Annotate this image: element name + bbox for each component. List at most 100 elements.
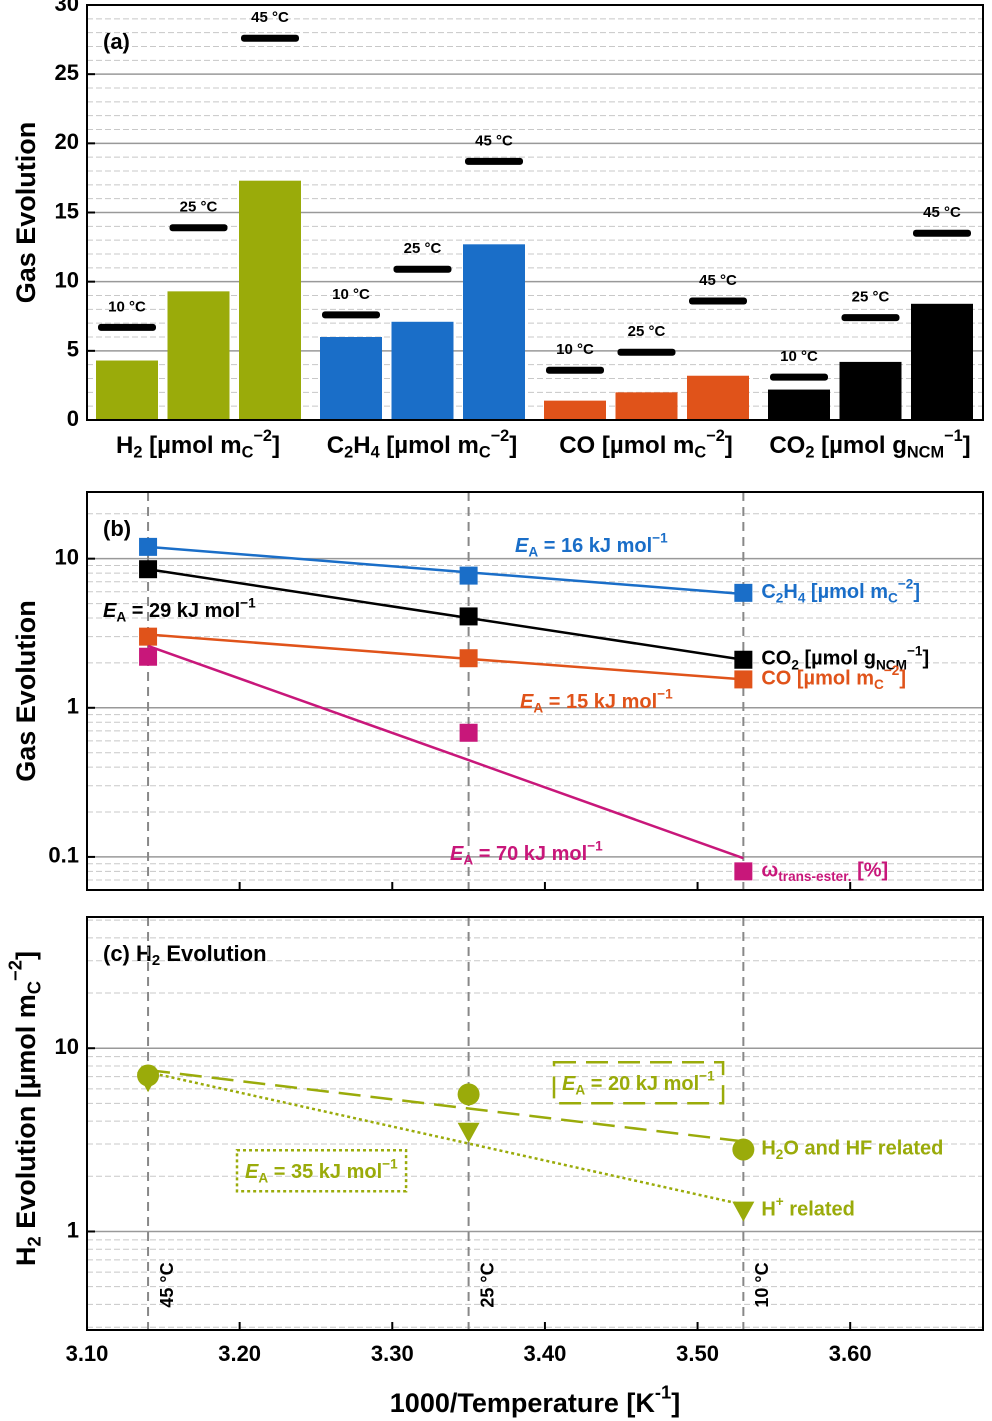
text-part: C bbox=[327, 432, 344, 459]
point bbox=[734, 583, 753, 602]
series-label: CO2 [µmol gNCM−1] bbox=[761, 643, 929, 672]
point bbox=[734, 670, 753, 689]
y-axis-title: Gas Evolution bbox=[11, 600, 41, 782]
marker-label: 10 °C bbox=[108, 298, 146, 315]
plot-frame bbox=[86, 491, 984, 891]
bar bbox=[167, 291, 230, 420]
text-part: 2 bbox=[776, 590, 784, 605]
marker-dash bbox=[465, 157, 523, 165]
panel-label: (a) bbox=[103, 29, 130, 54]
plot-frame bbox=[86, 4, 984, 421]
text-part: −1 bbox=[587, 838, 603, 853]
text-part: ω bbox=[761, 860, 778, 882]
text-part: [%] bbox=[852, 860, 889, 882]
text-part: C bbox=[694, 444, 706, 462]
text-part: Evolution [µmol m bbox=[11, 994, 41, 1236]
text-part: 4 bbox=[371, 444, 380, 462]
category-label: CO [µmol mC−2] bbox=[559, 427, 733, 462]
x-tick-label: 3.60 bbox=[829, 1341, 872, 1366]
point bbox=[139, 647, 158, 666]
category-label: CO2 [µmol gNCM−1] bbox=[769, 427, 970, 462]
text-part: 4 bbox=[798, 590, 806, 605]
text-part: ] bbox=[913, 581, 920, 603]
text-part: ] bbox=[272, 432, 280, 459]
series-label: ωtrans-ester. [%] bbox=[761, 860, 888, 884]
series-label: CO [µmol mC−2] bbox=[761, 663, 906, 692]
fit-line bbox=[147, 1068, 744, 1143]
text-part: trans-ester. bbox=[778, 869, 851, 884]
text-part: = 20 kJ mol bbox=[585, 1073, 699, 1095]
bar bbox=[320, 337, 382, 420]
text-part: C bbox=[874, 677, 884, 692]
marker-label: 45 °C bbox=[475, 132, 513, 149]
y-axis-title: H2 Evolution [µmol mC−2] bbox=[5, 951, 45, 1266]
annotation: EA = 15 kJ mol−1 bbox=[520, 686, 673, 715]
series-label: C2H4 [µmol mC−2] bbox=[761, 576, 920, 605]
text-part: = 15 kJ mol bbox=[543, 691, 657, 713]
text-part: −1 bbox=[907, 643, 923, 658]
y-tick-label: 25 bbox=[55, 60, 79, 85]
text-part: = 35 kJ mol bbox=[268, 1161, 382, 1183]
text-part: 2 bbox=[133, 444, 142, 462]
text-part: 2 bbox=[23, 1236, 44, 1246]
text-part: E bbox=[245, 1161, 259, 1183]
text-part: A bbox=[463, 852, 473, 867]
temperature-label: 10 °C bbox=[752, 1262, 772, 1307]
text-part: 2 bbox=[776, 1147, 784, 1162]
x-tick-label: 3.30 bbox=[371, 1341, 414, 1366]
text-part: −1 bbox=[240, 595, 256, 610]
y-tick-label: 5 bbox=[67, 337, 79, 362]
annotation: EA = 35 kJ mol−1 bbox=[245, 1156, 398, 1185]
text-part: C bbox=[479, 444, 491, 462]
text-part: ] bbox=[671, 1388, 680, 1418]
point bbox=[139, 560, 158, 579]
text-part: A bbox=[533, 700, 543, 715]
marker-label: 10 °C bbox=[332, 286, 370, 303]
text-part: Gas Evolution bbox=[11, 122, 41, 304]
text-part: -1 bbox=[655, 1382, 671, 1403]
text-part: = 70 kJ mol bbox=[473, 843, 587, 865]
marker-dash bbox=[617, 348, 676, 356]
text-part: A bbox=[258, 1170, 268, 1185]
marker-dash bbox=[913, 229, 971, 237]
y-tick-label: 15 bbox=[55, 198, 79, 223]
marker-label: 25 °C bbox=[852, 289, 890, 306]
text-part: H bbox=[761, 1138, 775, 1160]
x-tick-label: 3.20 bbox=[218, 1341, 261, 1366]
bar bbox=[768, 389, 830, 420]
point bbox=[732, 1138, 755, 1161]
marker-dash bbox=[241, 34, 299, 42]
y-tick-label: 0.1 bbox=[48, 843, 79, 868]
text-part: 1000/Temperature [K bbox=[390, 1388, 656, 1418]
y-tick-label: 10 bbox=[55, 1034, 79, 1059]
marker-dash bbox=[689, 297, 747, 305]
text-part: 2 bbox=[791, 657, 799, 672]
text-part: C bbox=[888, 590, 898, 605]
point bbox=[457, 1122, 480, 1143]
bar bbox=[839, 361, 902, 420]
bar bbox=[96, 360, 158, 420]
text-part: ] bbox=[725, 432, 733, 459]
text-part: −2 bbox=[5, 960, 26, 981]
x-tick-label: 3.10 bbox=[66, 1341, 109, 1366]
text-part: = 29 kJ mol bbox=[126, 600, 240, 622]
text-part: H bbox=[116, 432, 133, 459]
text-part: A bbox=[528, 544, 538, 559]
text-part: A bbox=[575, 1082, 585, 1097]
marker-label: 25 °C bbox=[628, 323, 666, 340]
marker-label: 25 °C bbox=[180, 199, 218, 216]
text-part: −2 bbox=[898, 576, 914, 591]
y-tick-label: 10 bbox=[55, 267, 79, 292]
fit-line bbox=[147, 545, 744, 596]
panel-label: (c) H2 Evolution bbox=[103, 941, 267, 969]
text-part: E bbox=[450, 843, 464, 865]
point bbox=[459, 649, 478, 668]
text-part: C bbox=[242, 444, 254, 462]
plot-frame bbox=[86, 916, 984, 1331]
point bbox=[734, 650, 753, 669]
text-part: (a) bbox=[103, 29, 130, 54]
text-part: E bbox=[562, 1073, 576, 1095]
text-part: [µmol g bbox=[814, 432, 906, 459]
marker-dash bbox=[546, 366, 604, 374]
